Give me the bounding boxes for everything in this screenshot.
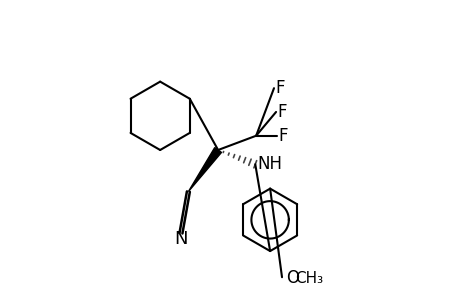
Text: F: F [278, 127, 288, 145]
Polygon shape [188, 148, 221, 192]
Text: CH₃: CH₃ [295, 271, 323, 286]
Text: F: F [277, 103, 287, 121]
Text: F: F [275, 79, 285, 97]
Text: NH: NH [257, 155, 281, 173]
Text: N: N [174, 230, 187, 247]
Text: O: O [286, 269, 299, 287]
